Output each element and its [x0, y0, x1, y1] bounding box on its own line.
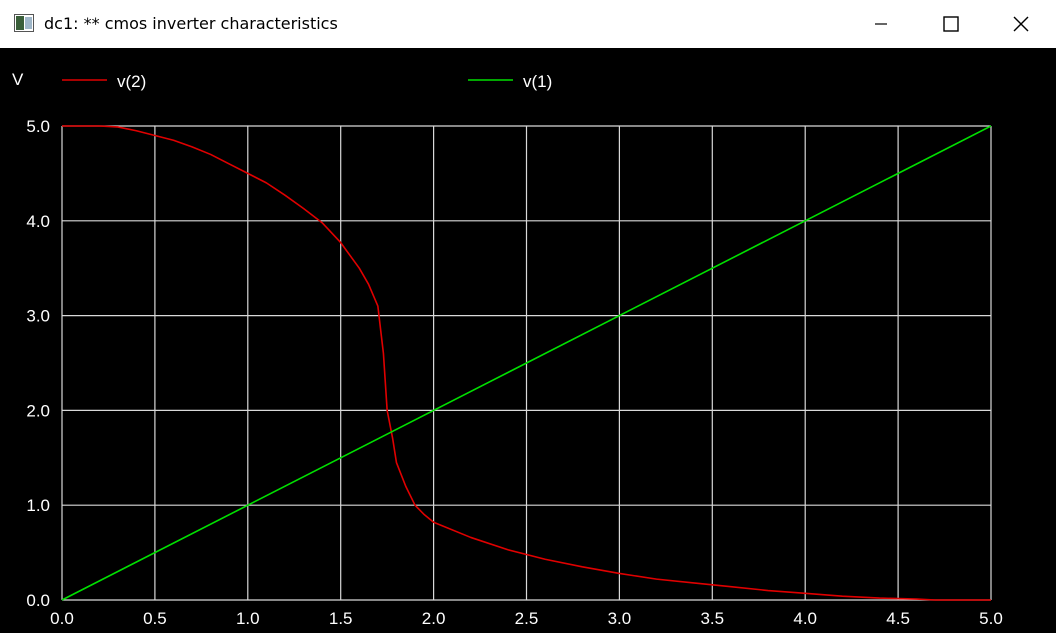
title-bar[interactable]: dc1: ** cmos inverter characteristics: [0, 0, 1056, 48]
x-tick-label: 2.5: [515, 609, 539, 628]
y-tick-label: 3.0: [26, 307, 50, 326]
y-tick-label: 4.0: [26, 212, 50, 231]
maximize-icon: [943, 16, 959, 32]
x-tick-label: 0.0: [50, 609, 74, 628]
x-tick-label: 3.0: [608, 609, 632, 628]
y-tick-label: 1.0: [26, 496, 50, 515]
legend-label-v1: v(1): [523, 72, 552, 91]
legend-label-v2: v(2): [117, 72, 146, 91]
series-line-v2: [62, 125, 991, 601]
y-tick-label: 0.0: [26, 591, 50, 610]
app-icon: [14, 14, 34, 32]
plot-area: V v(2) v(1) 0.0 0.5 1.0 1.5 2.0 2.5 3.0 3.5 4.0 4…: [0, 48, 1056, 628]
series-lines: [61, 125, 992, 601]
window-title: dc1: ** cmos inverter characteristics: [44, 14, 338, 33]
x-tick-label: 2.0: [422, 609, 446, 628]
y-tick-label: 2.0: [26, 401, 50, 420]
series-line-v1: [61, 125, 992, 601]
x-tick-label: 5.0: [979, 609, 1003, 628]
close-button[interactable]: [998, 0, 1044, 48]
x-tick-label: 0.5: [143, 609, 167, 628]
minimize-button[interactable]: [858, 0, 904, 48]
x-tick-label: 4.0: [793, 609, 817, 628]
chart: V v(2) v(1) 0.0 0.5 1.0 1.5 2.0 2.5 3.0 3.5 4.0 4…: [12, 70, 1003, 628]
minimize-icon: [875, 23, 887, 25]
y-axis-label: V: [12, 70, 24, 89]
x-tick-label: 3.5: [700, 609, 724, 628]
y-tick-label: 5.0: [26, 117, 50, 136]
x-tick-label: 1.5: [329, 609, 353, 628]
close-icon: [1013, 16, 1029, 32]
x-tick-label: 1.0: [236, 609, 260, 628]
x-tick-label: 4.5: [886, 609, 910, 628]
maximize-button[interactable]: [928, 0, 974, 48]
tick-labels: 0.0 0.5 1.0 1.5 2.0 2.5 3.0 3.5 4.0 4.5 5.0 0.0 1.0 2…: [26, 117, 1002, 628]
